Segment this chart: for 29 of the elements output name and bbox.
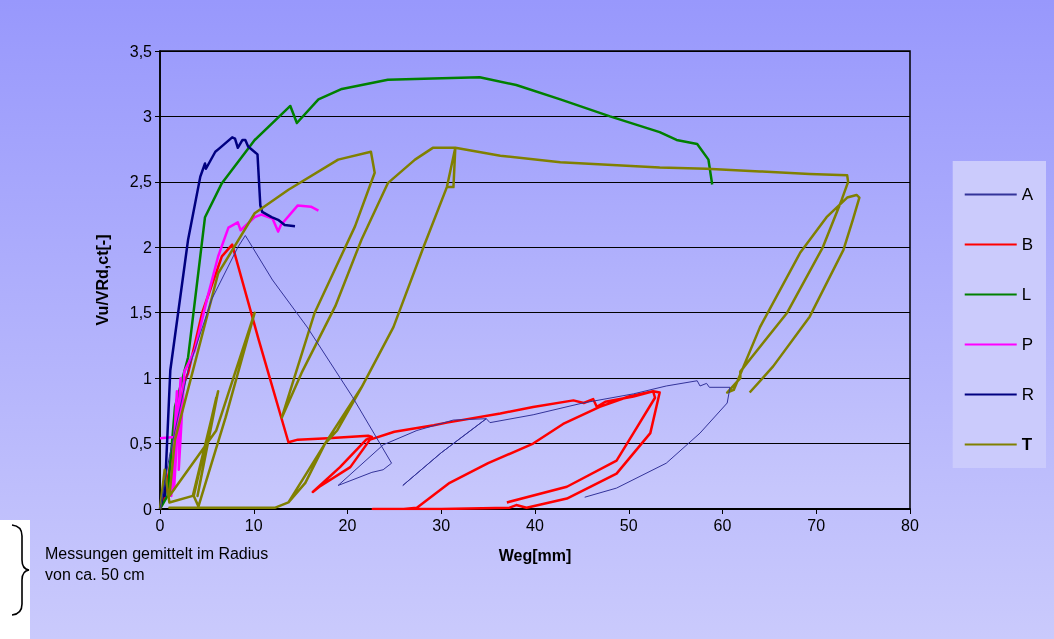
line-series: [158, 146, 861, 511]
legend-label: A: [1021, 185, 1034, 204]
y-tick-label: 0: [143, 500, 153, 518]
x-tick-label: 10: [244, 516, 263, 534]
y-tick-label: 0,5: [129, 435, 153, 453]
y-tick-label: 2: [143, 238, 153, 256]
x-tick-label: 50: [619, 516, 638, 534]
x-tick-label: 80: [901, 516, 919, 534]
text: Messungen gemittelt im Radius von ca. 50 cm: [45, 544, 270, 585]
x-tick-label: 60: [713, 516, 732, 534]
y-tick-label: 3: [143, 107, 153, 125]
line-series: [158, 75, 714, 511]
line-series: [159, 235, 731, 510]
x-tick-label: 0: [155, 516, 165, 534]
x-tick-label: 30: [432, 516, 451, 534]
y-tick-label: 1: [143, 369, 153, 387]
legend-label: R: [1021, 385, 1034, 404]
x-tick-label: 70: [807, 516, 826, 534]
y-axis-title: Vu/VRd,ct[-]: [93, 234, 111, 326]
x-tick-label: 20: [338, 516, 357, 534]
x-axis-title: Weg[mm]: [498, 546, 572, 564]
legend-label: B: [1021, 235, 1034, 254]
y-tick-label: 1,5: [129, 304, 153, 322]
legend-label: L: [1021, 285, 1032, 304]
legend-label: T: [1021, 435, 1033, 454]
x-tick-label: 40: [526, 516, 544, 534]
legend-label: P: [1021, 335, 1034, 354]
y-tick-label: 3,5: [129, 42, 153, 60]
y-tick-label: 2,5: [129, 173, 153, 191]
